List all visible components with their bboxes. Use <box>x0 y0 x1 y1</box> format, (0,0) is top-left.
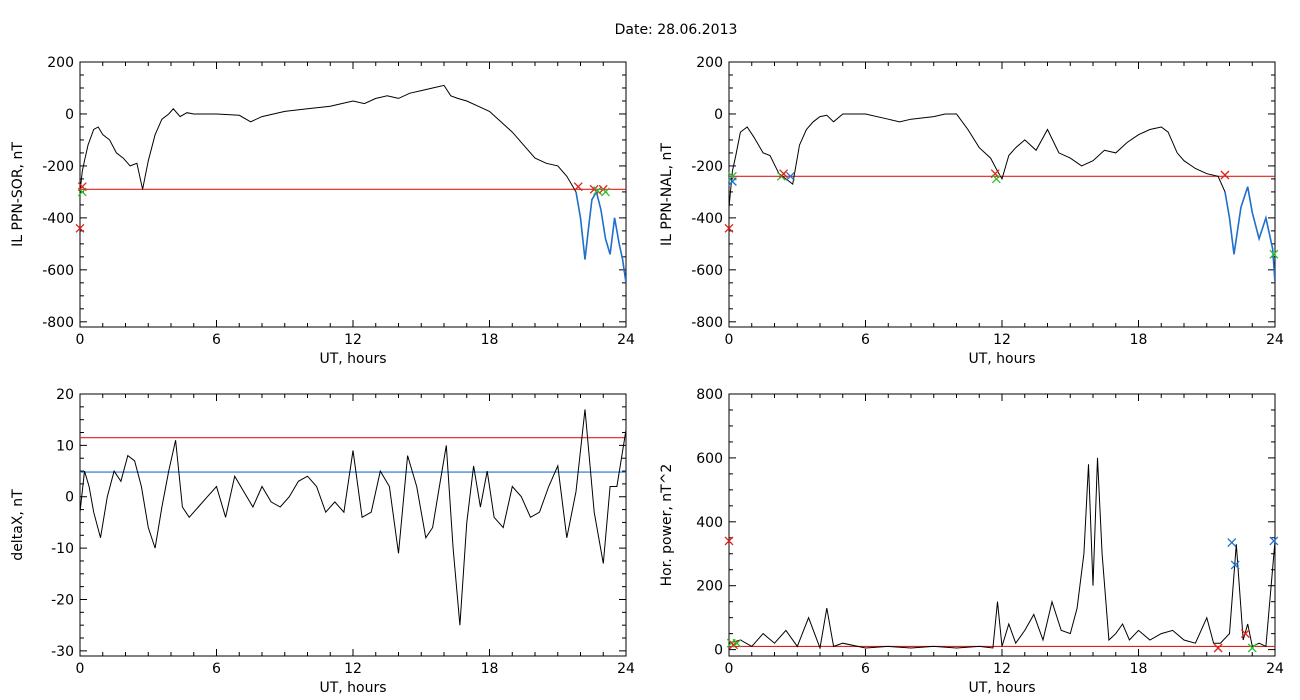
y-tick-label: -20 <box>51 592 74 608</box>
highlighted-series <box>1224 186 1275 283</box>
y-tick-label: 0 <box>714 643 723 659</box>
x-marker <box>1240 629 1250 639</box>
x-marker <box>593 186 603 196</box>
x-marker <box>573 182 583 192</box>
plot-frame <box>79 393 627 657</box>
y-tick-label: -800 <box>42 315 74 331</box>
x-tick-label: 6 <box>212 661 221 677</box>
x-marker <box>785 171 795 181</box>
x-marker <box>732 638 742 648</box>
x-marker <box>724 223 734 233</box>
x-marker <box>1213 643 1223 653</box>
x-axis-label: UT, hours <box>968 680 1035 696</box>
plot-frame <box>79 61 627 328</box>
plot-area <box>729 457 1275 650</box>
y-tick-label: 0 <box>65 490 74 506</box>
y-tick-label: 800 <box>696 387 723 403</box>
x-tick-label: 24 <box>1266 332 1284 348</box>
x-tick-label: 6 <box>861 661 870 677</box>
data-series <box>729 113 1275 283</box>
y-axis-label: IL PPN-SOR, nT <box>10 142 26 247</box>
plot-area <box>729 113 1275 283</box>
x-axis-label: UT, hours <box>319 680 386 696</box>
data-series <box>80 409 626 626</box>
x-tick-label: 18 <box>1130 332 1148 348</box>
y-tick-label: 200 <box>47 55 74 71</box>
plot-area <box>80 84 626 283</box>
x-marker <box>779 169 789 179</box>
x-tick-label: 0 <box>76 661 85 677</box>
x-tick-label: 0 <box>725 332 734 348</box>
x-marker <box>1227 538 1237 548</box>
plot-frame <box>728 61 1276 328</box>
x-axis-label: UT, hours <box>319 351 386 367</box>
y-tick-label: -200 <box>42 159 74 175</box>
y-tick-label: 20 <box>56 387 74 403</box>
x-tick-label: 24 <box>617 661 635 677</box>
x-tick-label: 24 <box>617 332 635 348</box>
y-tick-label: 0 <box>65 107 74 123</box>
highlighted-series <box>575 189 626 283</box>
y-tick-label: 600 <box>696 451 723 467</box>
y-tick-label: 10 <box>56 438 74 454</box>
y-tick-label: -10 <box>51 541 74 557</box>
x-tick-label: 6 <box>861 332 870 348</box>
y-tick-label: 0 <box>714 107 723 123</box>
plot-frame <box>728 393 1276 657</box>
y-axis-label: deltaX, nT <box>10 489 26 561</box>
x-tick-label: 0 <box>76 332 85 348</box>
x-tick-label: 18 <box>481 661 499 677</box>
panel-ppn-sor: 0 6 12 18 24 -800 -600 -400 -200 0 200 UT, hours IL … <box>10 55 635 367</box>
x-tick-label: 12 <box>993 332 1011 348</box>
y-axis-label: Hor. power, nT^2 <box>659 464 675 587</box>
x-marker <box>1247 643 1257 653</box>
x-axis-label: UT, hours <box>968 351 1035 367</box>
x-marker <box>1269 249 1279 259</box>
x-tick-label: 18 <box>481 332 499 348</box>
x-tick-label: 6 <box>212 332 221 348</box>
panel-hor-power: 0 6 12 18 24 0 200 400 600 800 UT, hours Hor. power… <box>659 387 1284 696</box>
x-marker <box>727 177 737 186</box>
y-tick-label: -400 <box>42 211 74 227</box>
y-tick-label: -30 <box>51 644 74 660</box>
x-marker <box>990 169 1000 179</box>
x-tick-label: 18 <box>1130 661 1148 677</box>
y-axis-label: IL PPN-NAL, nT <box>659 143 675 246</box>
y-tick-label: 200 <box>696 579 723 595</box>
y-tick-label: 400 <box>696 515 723 531</box>
y-tick-label: -800 <box>691 315 723 331</box>
y-tick-label: 200 <box>696 55 723 71</box>
x-marker <box>1220 170 1230 180</box>
x-marker <box>724 536 734 546</box>
y-tick-label: -600 <box>42 263 74 279</box>
panel-deltax: 0 6 12 18 24 -30 -20 -10 0 10 20 UT, hours deltaX, n… <box>10 387 635 696</box>
x-tick-label: 0 <box>725 661 734 677</box>
x-marker <box>77 182 87 192</box>
plot-area <box>80 409 626 626</box>
x-tick-label: 12 <box>993 661 1011 677</box>
x-marker <box>991 174 1001 184</box>
x-marker <box>601 187 610 197</box>
x-marker <box>75 223 85 233</box>
data-series <box>80 84 626 283</box>
y-tick-label: -600 <box>691 263 723 279</box>
x-marker <box>1230 560 1240 570</box>
data-series <box>729 457 1275 650</box>
panel-ppn-nal: 0 6 12 18 24 -800 -600 -400 -200 0 200 UT, hours IL … <box>659 55 1284 367</box>
figure-title: Date: 28.06.2013 <box>615 22 738 38</box>
x-marker <box>1269 536 1279 546</box>
x-tick-label: 12 <box>344 332 362 348</box>
x-tick-label: 24 <box>1266 661 1284 677</box>
x-tick-label: 12 <box>344 661 362 677</box>
y-tick-label: -400 <box>691 211 723 227</box>
y-tick-label: -200 <box>691 159 723 175</box>
